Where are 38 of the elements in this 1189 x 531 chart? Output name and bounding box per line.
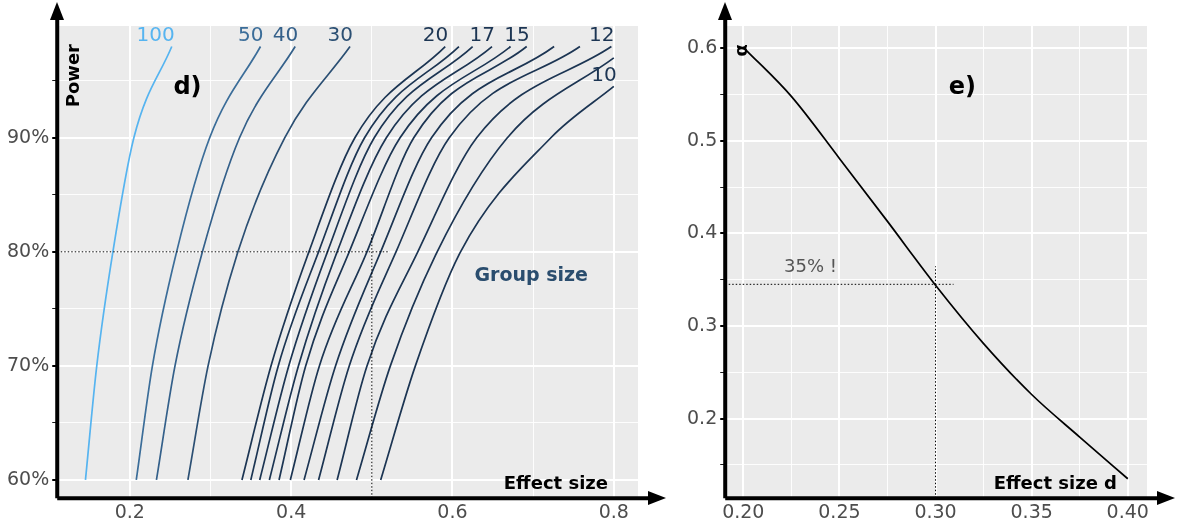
x-axis-title: Effect size <box>503 471 608 493</box>
x-tick-label: 0.30 <box>914 499 957 522</box>
series-label: 30 <box>327 21 354 46</box>
y-tick-label: 90% <box>7 124 50 147</box>
y-tick-label: 0.4 <box>687 220 718 243</box>
series-label: 10 <box>591 61 617 86</box>
x-tick-label: 0.20 <box>722 499 765 522</box>
line-series <box>155 45 297 481</box>
series-label: 17 <box>469 21 495 46</box>
line-series <box>135 45 262 481</box>
y-tick-label: 80% <box>7 238 50 261</box>
y-axis-title: α <box>729 44 751 57</box>
x-axis-title: Effect size d <box>993 471 1117 493</box>
x-tick-label: 0.35 <box>1010 499 1053 522</box>
y-tick-label: 60% <box>7 466 50 489</box>
text: e) <box>948 72 977 101</box>
series-label: 15 <box>504 21 530 46</box>
series-label: 40 <box>272 21 299 46</box>
x-tick-label: 0.25 <box>818 499 861 522</box>
annotation: 35% ! <box>784 254 838 276</box>
x-tick-label: 0.6 <box>437 499 468 522</box>
y-tick-label: 70% <box>7 352 50 375</box>
x-tick-label: 0.4 <box>276 499 307 522</box>
x-tick-label: 0.2 <box>114 499 145 522</box>
y-tick-label: 0.2 <box>687 405 718 428</box>
series-label: 50 <box>238 21 264 46</box>
text: d) <box>173 72 202 101</box>
y-axis-title: Power <box>61 43 83 108</box>
line-series <box>84 45 173 481</box>
series-label: 12 <box>588 21 615 46</box>
x-tick-label: 0.40 <box>1106 499 1149 522</box>
series-label: 20 <box>422 21 449 46</box>
y-tick-label: 0.5 <box>687 127 718 150</box>
y-tick-label: 0.6 <box>687 35 718 58</box>
y-tick-label: 0.3 <box>687 312 718 335</box>
annotation: Group size <box>474 263 588 286</box>
x-tick-label: 0.8 <box>598 499 629 522</box>
series-label: 100 <box>136 21 175 46</box>
